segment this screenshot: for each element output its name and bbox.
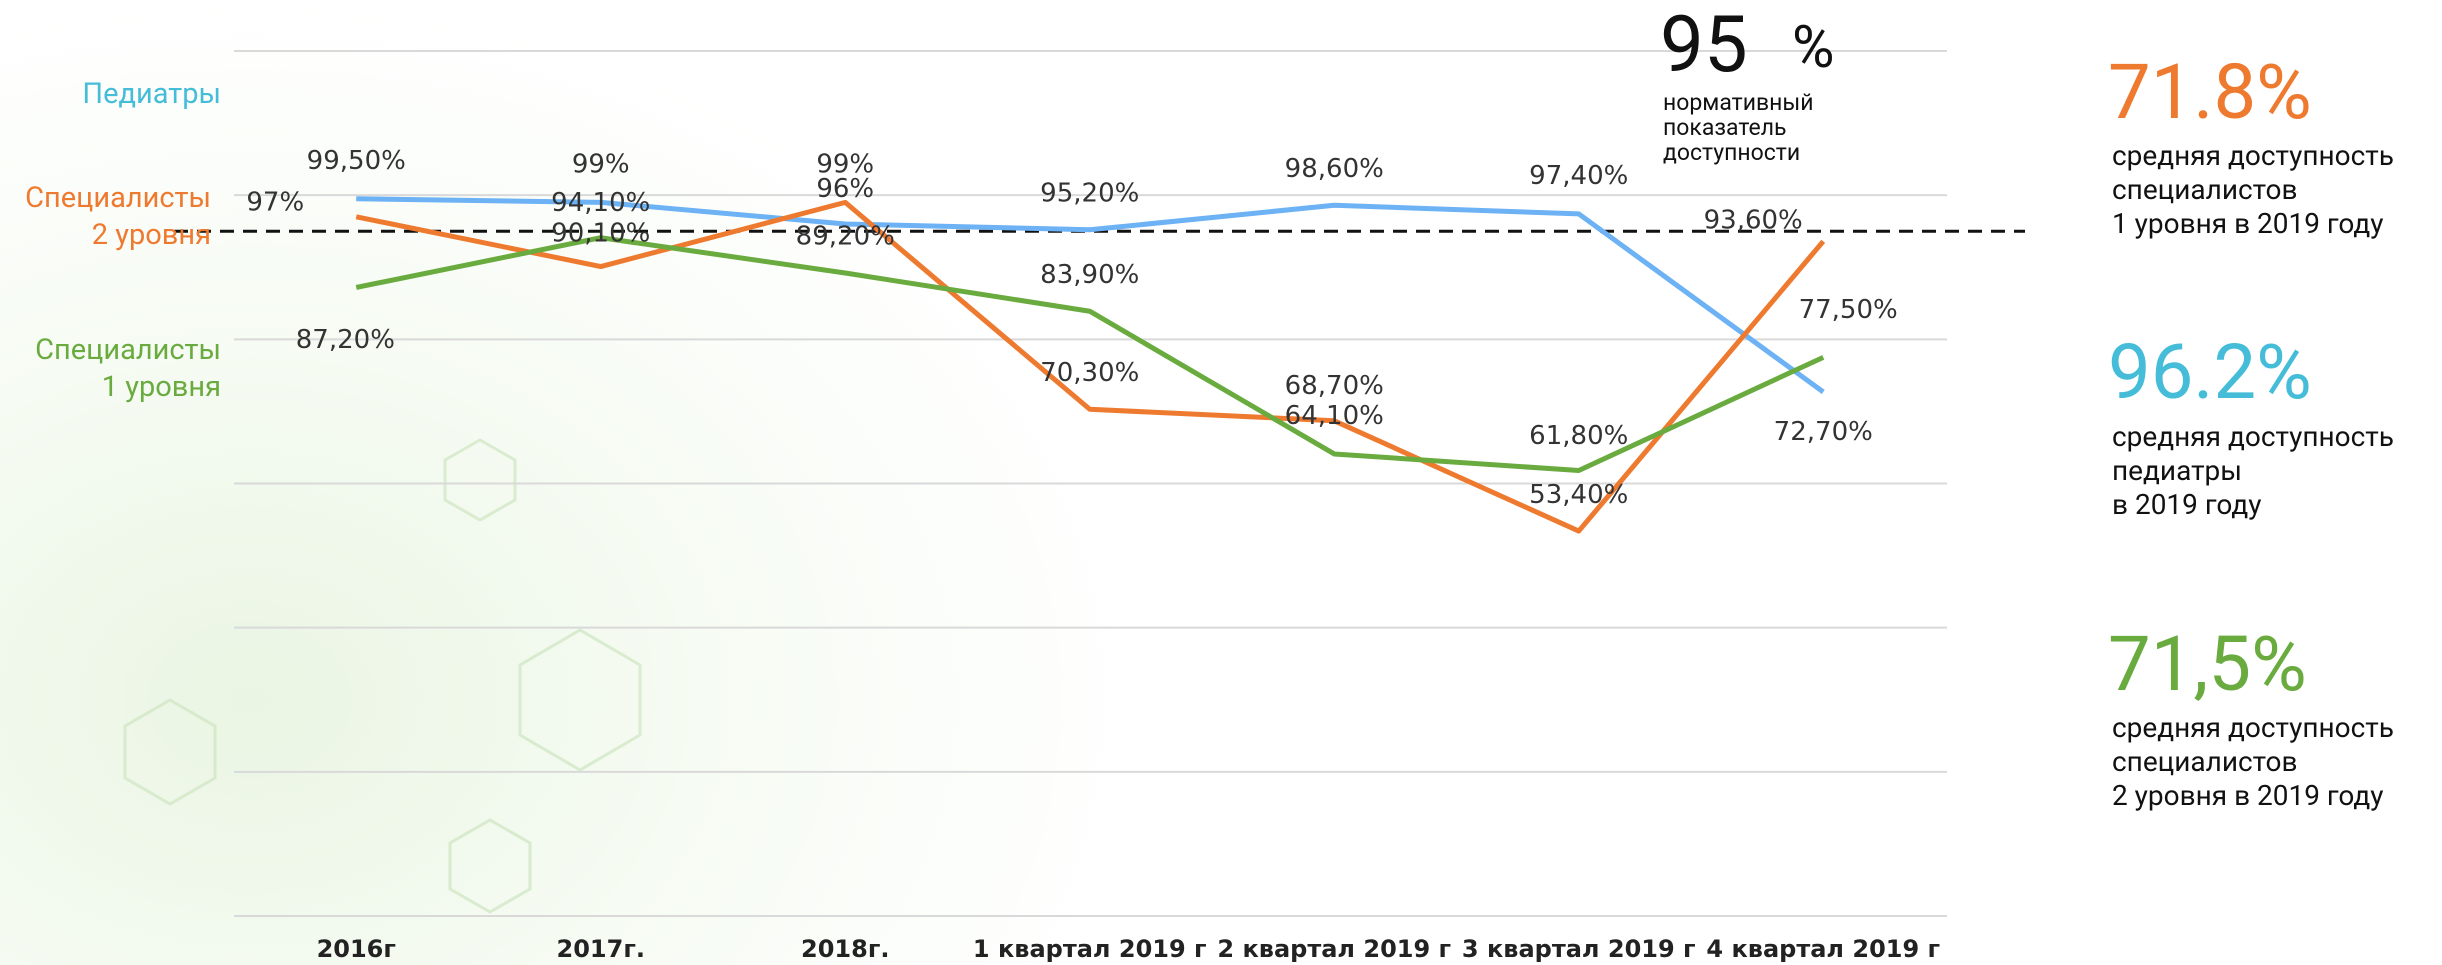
legend-item: Специалисты 1 уровня bbox=[0, 332, 221, 406]
summary-text: средняя доступность специалистов 2 уровн… bbox=[2112, 711, 2394, 813]
summary-value: 71.8% bbox=[2108, 52, 2312, 132]
data-label: 64,10% bbox=[1285, 401, 1384, 431]
data-label: 99% bbox=[816, 150, 874, 180]
summary-value: 71,5% bbox=[2108, 624, 2307, 704]
data-label: 87,20% bbox=[296, 325, 395, 355]
data-label: 97% bbox=[246, 187, 304, 217]
hex-decor bbox=[125, 440, 640, 912]
data-label: 99,50% bbox=[307, 146, 406, 176]
x-tick-label: 2016г bbox=[317, 935, 396, 963]
summary-value: 96.2% bbox=[2108, 332, 2312, 412]
x-tick-label: 2018г. bbox=[801, 935, 889, 963]
chart: 2016г 2017г. 2018г. 1 квартал 2019 г 2 кварт… bbox=[0, 0, 2442, 965]
data-label: 70,30% bbox=[1040, 358, 1139, 388]
x-tick-label: 3 квартал 2019 г bbox=[1462, 935, 1696, 963]
data-label: 89,20% bbox=[796, 222, 895, 252]
data-label: 72,70% bbox=[1774, 417, 1873, 447]
data-label: 99% bbox=[572, 150, 630, 180]
data-label: 77,50% bbox=[1799, 295, 1898, 325]
summary-text: средняя доступность педиатры в 2019 году bbox=[2112, 420, 2394, 522]
data-label: 97,40% bbox=[1529, 161, 1628, 191]
data-label: 94,10% bbox=[551, 188, 650, 218]
legend-item: Специалисты 2 уровня bbox=[0, 180, 211, 254]
x-tick-label: 1 квартал 2019 г bbox=[973, 935, 1207, 963]
data-label: 68,70% bbox=[1285, 371, 1384, 401]
data-label: 90,10% bbox=[551, 218, 650, 248]
x-tick-label: 2 квартал 2019 г bbox=[1217, 935, 1451, 963]
x-tick-label: 4 квартал 2019 г bbox=[1706, 935, 1940, 963]
page: 2016г 2017г. 2018г. 1 квартал 2019 г 2 кварт… bbox=[0, 0, 2442, 965]
data-label: 61,80% bbox=[1529, 421, 1628, 451]
data-label: 53,40% bbox=[1529, 480, 1628, 510]
legend-item: Педиатры bbox=[0, 76, 221, 113]
reference-value: 95 bbox=[1660, 0, 1748, 91]
summary-text: средняя доступность специалистов 1 уровн… bbox=[2112, 139, 2394, 241]
data-label: 83,90% bbox=[1040, 260, 1139, 290]
data-label: 98,60% bbox=[1285, 154, 1384, 184]
reference-unit: % bbox=[1792, 14, 1834, 82]
reference-caption: нормативный показатель доступности bbox=[1663, 90, 1814, 165]
data-label: 93,60% bbox=[1704, 206, 1803, 236]
data-label: 95,20% bbox=[1040, 178, 1139, 208]
x-tick-label: 2017г. bbox=[557, 935, 645, 963]
